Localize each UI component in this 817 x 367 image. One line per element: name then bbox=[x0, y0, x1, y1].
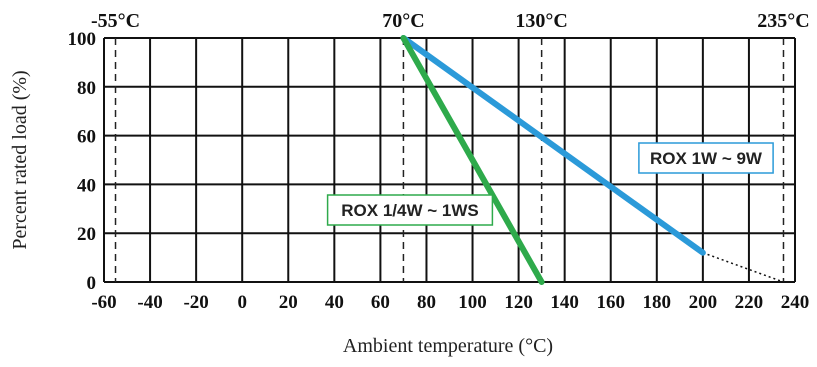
series-line bbox=[400, 35, 545, 285]
x-tick-label: 240 bbox=[781, 292, 810, 313]
x-tick-label: 220 bbox=[735, 292, 764, 313]
series-label-box bbox=[326, 194, 494, 226]
series-label: ROX 1/4W ~ 1WS bbox=[326, 194, 494, 226]
x-tick-label: 80 bbox=[417, 292, 436, 313]
series-label-text: ROX 1/4W ~ 1WS bbox=[341, 201, 478, 220]
y-tick-label: 0 bbox=[87, 273, 97, 294]
marker-label: 130°C bbox=[515, 10, 567, 32]
y-axis-label: Percent rated load (%) bbox=[9, 70, 31, 249]
x-tick-label: 140 bbox=[550, 292, 579, 313]
series-label-text: ROX 1W ~ 9W bbox=[650, 149, 763, 168]
series-label: ROX 1W ~ 9W bbox=[638, 142, 774, 174]
chart-series bbox=[400, 35, 784, 285]
x-tick-label: -60 bbox=[91, 292, 116, 313]
x-tick-label: 60 bbox=[371, 292, 390, 313]
y-tick-label: 60 bbox=[77, 127, 96, 148]
x-tick-label: 180 bbox=[643, 292, 672, 313]
x-axis-label: Ambient temperature (°C) bbox=[343, 335, 553, 357]
x-tick-label: 20 bbox=[279, 292, 298, 313]
x-tick-label: 160 bbox=[596, 292, 625, 313]
axis-ticks: -60 -40 -20 0 20 40 60 80 100 120 140 160 180 200 220 2… bbox=[68, 29, 810, 313]
series-extension-line bbox=[702, 252, 784, 283]
y-tick-label: 40 bbox=[77, 175, 96, 196]
x-tick-label: -40 bbox=[137, 292, 162, 313]
x-tick-label: -20 bbox=[183, 292, 208, 313]
marker-label: 235°C bbox=[757, 10, 809, 32]
x-tick-label: 120 bbox=[504, 292, 533, 313]
x-tick-label: 200 bbox=[689, 292, 718, 313]
series-labels: ROX 1W ~ 9W ROX 1/4W ~ 1WS bbox=[326, 142, 774, 226]
x-tick-label: 40 bbox=[325, 292, 344, 313]
marker-label: 70°C bbox=[382, 10, 424, 32]
x-tick-label: 100 bbox=[458, 292, 487, 313]
y-tick-label: 80 bbox=[77, 78, 96, 99]
temperature-markers: -55°C 70°C 130°C 235°C bbox=[91, 10, 810, 282]
y-tick-label: 100 bbox=[68, 29, 97, 50]
marker-label: -55°C bbox=[91, 10, 140, 32]
x-tick-label: 0 bbox=[237, 292, 247, 313]
y-tick-label: 20 bbox=[77, 224, 96, 245]
series-label-box bbox=[638, 142, 774, 174]
series-line bbox=[400, 35, 706, 256]
